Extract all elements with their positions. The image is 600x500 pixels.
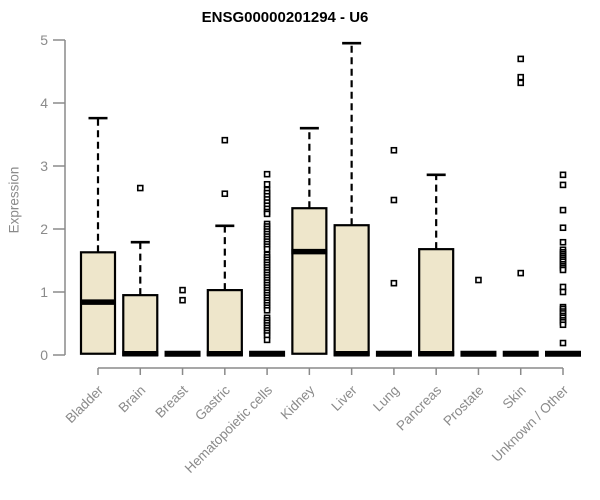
outlier-point-hematopoietic-cells (263, 180, 271, 188)
outlier-point-unknown-other (559, 266, 567, 274)
x-tick-label-liver: Liver (328, 382, 360, 414)
outlier-point-unknown-other (559, 224, 567, 232)
outlier-point-unknown-other (559, 181, 567, 189)
outlier-point-unknown-other (559, 321, 567, 329)
outlier-point-brain (136, 184, 144, 192)
box-pancreas (418, 248, 455, 357)
x-tick-label-pancreas: Pancreas (393, 382, 444, 433)
outlier-point-gastric (221, 190, 229, 198)
outlier-point-unknown-other (559, 339, 567, 347)
outlier-point-unknown-other (559, 171, 567, 179)
outlier-point-skin (517, 73, 525, 81)
outlier-point-lung (390, 196, 398, 204)
outlier-point-skin (517, 269, 525, 277)
outlier-point-skin (517, 79, 525, 87)
x-tick-label-brain: Brain (116, 383, 149, 416)
outlier-point-lung (390, 279, 398, 287)
outlier-point-hematopoietic-cells (263, 306, 271, 314)
y-tick-label-4: 4 (40, 95, 48, 111)
outlier-point-gastric (221, 136, 229, 144)
outlier-point-hematopoietic-cells (263, 245, 271, 253)
outlier-point-unknown-other (559, 288, 567, 296)
x-tick-label-prostate: Prostate (440, 383, 486, 429)
y-tick-label-3: 3 (40, 158, 48, 174)
box-kidney (291, 207, 328, 355)
x-tick-label-gastric: Gastric (192, 382, 233, 423)
y-axis-title: Expression (6, 166, 22, 234)
x-tick-label-lung: Lung (370, 383, 402, 415)
y-tick-label-5: 5 (40, 32, 48, 48)
x-tick-label-skin: Skin (500, 383, 529, 412)
outlier-point-hematopoietic-cells (263, 170, 271, 178)
outlier-point-hematopoietic-cells (263, 336, 271, 344)
outlier-point-prostate (475, 276, 482, 284)
outlier-point-hematopoietic-cells (263, 210, 271, 218)
box-gastric (206, 289, 243, 357)
box-brain (122, 294, 159, 357)
outlier-point-unknown-other (559, 206, 567, 214)
x-tick-label-breast: Breast (152, 382, 190, 420)
x-tick-label-bladder: Bladder (63, 382, 107, 426)
outlier-point-skin (517, 55, 525, 63)
x-tick-label-unknown-other: Unknown / Other (489, 382, 572, 465)
y-tick-label-1: 1 (40, 284, 48, 300)
box-liver (333, 224, 370, 357)
x-tick-label-kidney: Kidney (278, 382, 318, 422)
outlier-point-unknown-other (559, 238, 567, 246)
y-tick-label-2: 2 (40, 221, 48, 237)
y-tick-label-0: 0 (40, 347, 48, 363)
outlier-point-lung (390, 146, 398, 154)
outlier-point-breast (179, 286, 186, 294)
chart-title: ENSG00000201294 - U6 (201, 9, 369, 26)
outlier-point-breast (179, 296, 186, 304)
